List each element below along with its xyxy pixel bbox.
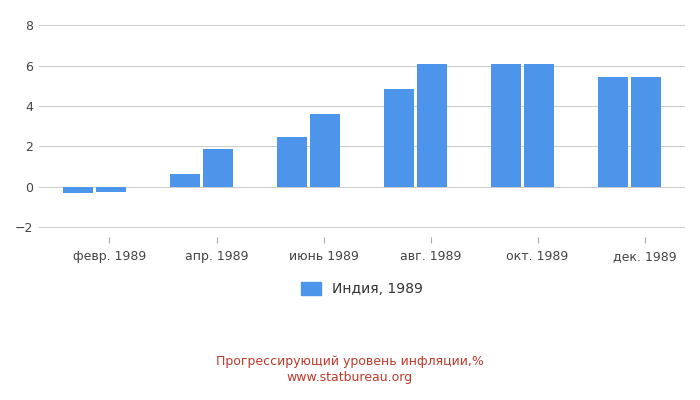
Bar xyxy=(310,114,340,187)
Bar xyxy=(631,77,661,187)
Bar xyxy=(524,64,554,187)
Bar xyxy=(203,150,233,187)
Bar xyxy=(63,187,93,193)
Bar xyxy=(276,137,307,187)
Bar xyxy=(491,64,521,187)
Legend: Индия, 1989: Индия, 1989 xyxy=(295,276,429,302)
Bar xyxy=(169,174,200,187)
Bar xyxy=(417,64,447,187)
Bar xyxy=(598,77,628,187)
Bar xyxy=(96,187,126,192)
Text: Прогрессирующий уровень инфляции,%: Прогрессирующий уровень инфляции,% xyxy=(216,356,484,368)
Bar xyxy=(384,89,414,187)
Text: www.statbureau.org: www.statbureau.org xyxy=(287,372,413,384)
